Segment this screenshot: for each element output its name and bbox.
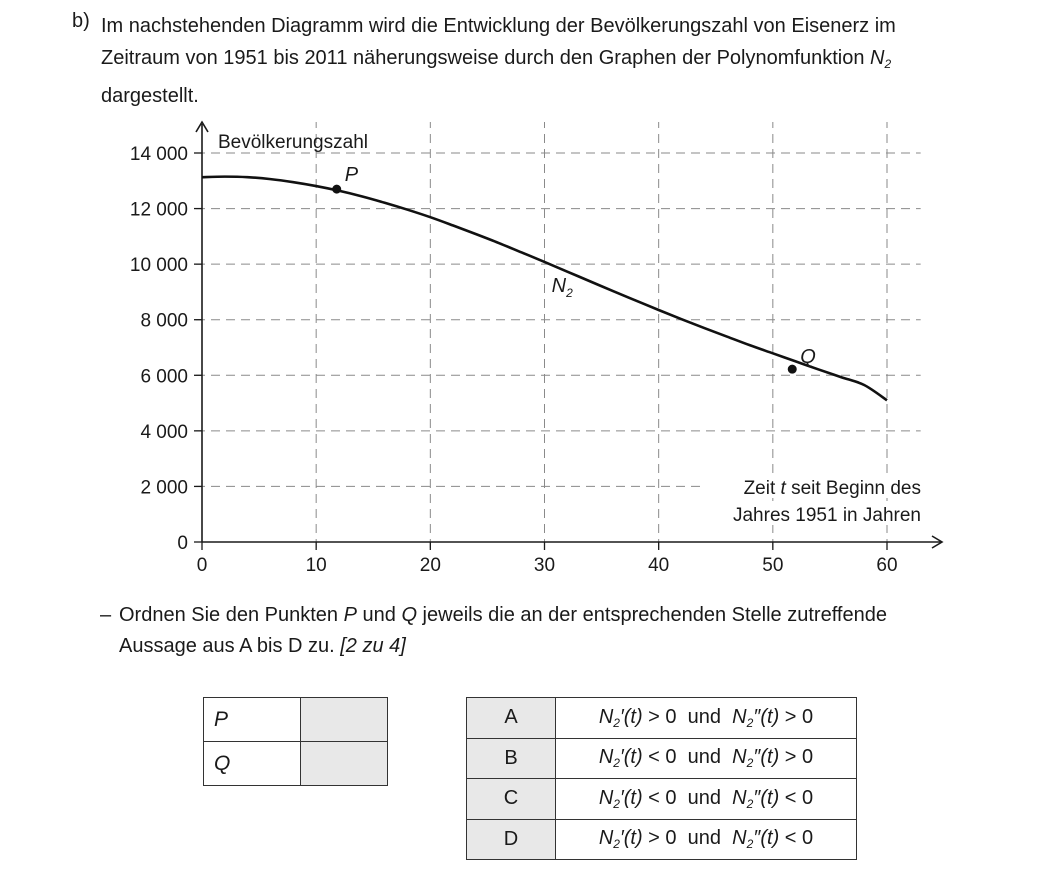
tick-label-x: 50 [762, 555, 783, 576]
instruction: – Ordnen Sie den Punkten P und Q jeweils … [100, 600, 1000, 662]
option-statement: N2′(t) < 0 und N2″(t) < 0 [555, 778, 857, 820]
option-row-a: A N2′(t) > 0 und N2″(t) > 0 [466, 697, 857, 739]
curve-n2 [201, 175, 888, 402]
point-q [787, 364, 797, 374]
option-statement: N2′(t) < 0 und N2″(t) > 0 [555, 737, 857, 779]
point-label-q: Q [800, 346, 816, 368]
tick-label-y: 8 000 [140, 311, 188, 332]
tick-label-x: 40 [648, 555, 669, 576]
intro-line-1: Im nachstehenden Diagramm wird die Entwi… [101, 15, 896, 37]
chart-ticks: 0 2 000 4 000 6 000 8 000 10 000 12 000 14 000 0… [130, 144, 898, 576]
tick-label-y: 0 [177, 533, 188, 554]
x-axis-title-line: Zeit t seit Beginn des [744, 478, 921, 499]
series-label-n2: N2 [552, 275, 573, 300]
points-note: [2 zu 4] [340, 635, 406, 657]
tick-label-y: 10 000 [130, 255, 188, 276]
x-axis-title-bg [700, 501, 924, 525]
answer-box-q[interactable] [300, 741, 388, 786]
option-key: D [466, 818, 556, 860]
tick-label-x: 30 [534, 555, 555, 576]
answer-label-p: P [203, 697, 301, 742]
function-symbol: N2 [870, 47, 892, 71]
instruction-line-2: Aussage aus A bis D zu. [2 zu 4] [119, 635, 406, 657]
answer-row-q: Q [203, 741, 388, 786]
option-row-c: C N2′(t) < 0 und N2″(t) < 0 [466, 778, 857, 820]
tick-label-y: 14 000 [130, 144, 188, 165]
chart-series [201, 175, 888, 402]
chart-axes [195, 120, 944, 549]
tick-label-x: 60 [876, 555, 897, 576]
x-axis-arrow [931, 535, 944, 549]
option-key: B [466, 737, 556, 779]
point-p [332, 184, 342, 194]
answer-box-p[interactable] [300, 697, 388, 742]
tick-label-y: 12 000 [130, 200, 188, 221]
point-label-p: P [345, 164, 359, 186]
task-label: b) [72, 10, 90, 32]
options-table: A N2′(t) > 0 und N2″(t) > 0 B N2′(t) < 0 un… [466, 697, 857, 860]
tick-label-x: 20 [420, 555, 441, 576]
option-statement: N2′(t) > 0 und N2″(t) > 0 [555, 697, 857, 739]
instruction-line-1: – Ordnen Sie den Punkten P und Q jeweils … [100, 604, 887, 626]
y-axis-arrow [195, 120, 209, 133]
option-statement: N2′(t) > 0 und N2″(t) < 0 [555, 818, 857, 860]
y-axis-title: Bevölkerungszahl [218, 132, 368, 153]
task-intro: Im nachstehenden Diagramm wird die Entwi… [101, 10, 1001, 112]
tick-label-x: 0 [197, 555, 208, 576]
answer-label-q: Q [203, 741, 301, 786]
option-key: C [466, 778, 556, 820]
tick-label-y: 2 000 [140, 477, 188, 498]
tick-label-x: 10 [306, 555, 327, 576]
answer-table: P Q [203, 697, 388, 786]
x-axis-title-line: Jahres 1951 in Jahren [733, 505, 921, 526]
chart-grid [196, 122, 921, 548]
x-axis-title-bg [700, 474, 924, 498]
chart-labels: Bevölkerungszahl Zeit t seit Beginn des Ja… [218, 132, 924, 526]
intro-line-2: Zeitraum von 1951 bis 2011 näherungsweis… [101, 47, 892, 71]
option-row-b: B N2′(t) < 0 und N2″(t) > 0 [466, 737, 857, 779]
answer-row-p: P [203, 697, 388, 742]
intro-line-3: dargestellt. [101, 85, 199, 107]
tick-label-y: 4 000 [140, 422, 188, 443]
population-chart: 0 2 000 4 000 6 000 8 000 10 000 12 000 14 000 0… [130, 120, 944, 576]
option-row-d: D N2′(t) > 0 und N2″(t) < 0 [466, 818, 857, 860]
option-key: A [466, 697, 556, 739]
tick-label-y: 6 000 [140, 366, 188, 387]
